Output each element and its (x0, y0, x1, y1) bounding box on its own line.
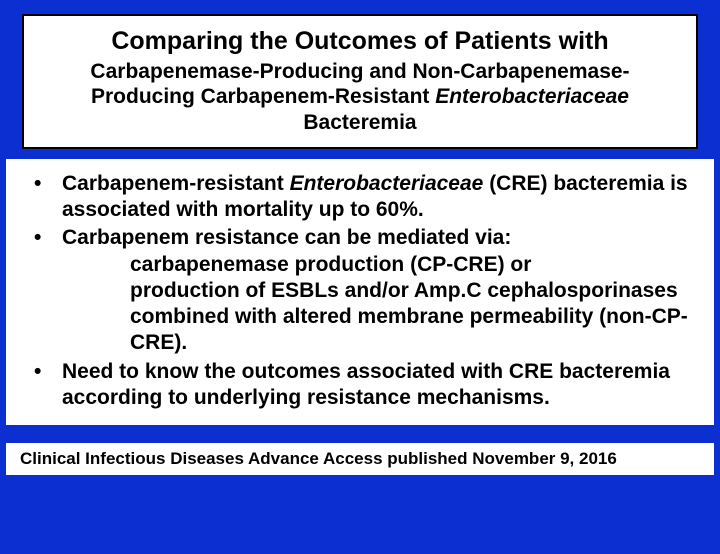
footer-citation: Clinical Infectious Diseases Advance Acc… (6, 443, 714, 475)
bullet-text-pre: Need to know the outcomes associated wit… (62, 360, 670, 409)
footer-text: Clinical Infectious Diseases Advance Acc… (20, 449, 617, 468)
title-box: Comparing the Outcomes of Patients with … (22, 14, 698, 149)
title-line2-italic: Enterobacteriaceae (435, 85, 629, 108)
bullet-text-pre: Carbapenem-resistant (62, 172, 290, 195)
sub-item: carbapenemase production (CP-CRE) or (62, 252, 694, 278)
list-item: • Carbapenem-resistant Enterobacteriacea… (26, 171, 694, 224)
bullet-list: • Carbapenem-resistant Enterobacteriacea… (26, 171, 694, 411)
content-box: • Carbapenem-resistant Enterobacteriacea… (6, 159, 714, 425)
bullet-glyph: • (34, 359, 41, 385)
sub-item: production of ESBLs and/or Amp.C cephalo… (62, 278, 694, 357)
bullet-glyph: • (34, 225, 41, 251)
title-line2: Carbapenemase-Producing and Non-Carbapen… (42, 59, 678, 135)
title-line1: Comparing the Outcomes of Patients with (42, 26, 678, 57)
bullet-text-pre: Carbapenem resistance can be mediated vi… (62, 226, 511, 249)
list-item: • Carbapenem resistance can be mediated … (26, 225, 694, 356)
bullet-text-italic: Enterobacteriaceae (290, 172, 484, 195)
list-item: • Need to know the outcomes associated w… (26, 359, 694, 412)
bullet-glyph: • (34, 171, 41, 197)
title-line2-b: Bacteremia (303, 111, 416, 134)
